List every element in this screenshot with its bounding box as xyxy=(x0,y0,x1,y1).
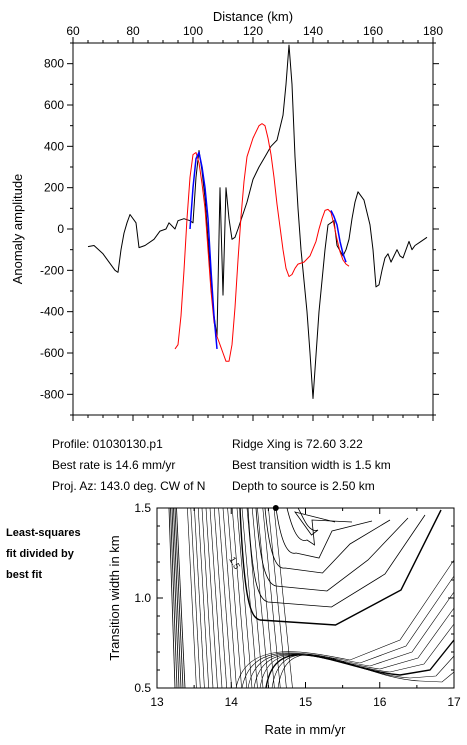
top-x-tick-label: 140 xyxy=(303,24,323,38)
contour-line xyxy=(218,507,232,689)
top-x-tick-label: 120 xyxy=(243,24,263,38)
side-note-line-2: fit divided by xyxy=(6,548,74,560)
series-line-3 xyxy=(330,210,347,263)
bottom-x-tick-label: 15 xyxy=(299,695,313,709)
top-y-axis: -800 -600 -400 -200 0 200 400 600 800 xyxy=(40,42,439,416)
contour-line xyxy=(171,507,180,689)
top-x-tick-label: 100 xyxy=(183,24,203,38)
contour-line xyxy=(227,507,242,689)
contour-line xyxy=(265,639,455,689)
contour-line xyxy=(235,559,455,689)
bottom-y-tick-label: 0.5 xyxy=(134,681,151,695)
top-y-tick-label: -400 xyxy=(40,305,64,319)
contour-line xyxy=(231,507,247,689)
side-note-line-1: Least-squares xyxy=(6,527,81,539)
contour-line xyxy=(176,507,186,689)
best-transition-label: Best transition width is 1.5 km xyxy=(232,458,391,472)
series-line-0 xyxy=(87,44,428,399)
bottom-x-tick-label: 14 xyxy=(225,695,239,709)
top-y-tick-label: 600 xyxy=(44,98,64,112)
bottom-x-tick-label: 16 xyxy=(373,695,387,709)
side-note-line-3: best fit xyxy=(6,569,43,581)
bottom-x-tick-label: 17 xyxy=(447,695,461,709)
contour-line xyxy=(271,654,455,689)
contour-value-label: 1.5 xyxy=(227,555,242,571)
contour-line xyxy=(197,507,209,689)
top-y-tick-label: -200 xyxy=(40,263,64,277)
contour-line xyxy=(286,507,353,546)
contour-line xyxy=(205,507,218,689)
top-plot-frame xyxy=(72,42,434,416)
top-x-tick-label: 180 xyxy=(423,24,443,38)
contour-line xyxy=(241,575,455,689)
contour-line xyxy=(222,507,237,689)
bottom-x-axis-label: Rate in mm/yr xyxy=(265,722,347,737)
projection-azimuth-label: Proj. Az: 143.0 deg. CW of N xyxy=(52,479,206,493)
contour-line xyxy=(170,507,178,689)
side-note: Least-squares fit divided by best fit xyxy=(6,523,81,586)
contour-lines xyxy=(168,507,455,689)
top-y-tick-label: -800 xyxy=(40,387,64,401)
contour-line xyxy=(173,507,182,689)
depth-label: Depth to source is 2.50 km xyxy=(232,479,375,493)
contour-line xyxy=(264,507,391,574)
bottom-plot-frame xyxy=(156,507,455,689)
contour-line xyxy=(168,507,176,689)
top-x-tick-label: 160 xyxy=(363,24,383,38)
misfit-contour-chart: 13 14 15 16 17 0.5 1.0 1.5 1.5 Rate in mm/yr T… xyxy=(107,501,461,737)
contour-line xyxy=(247,507,426,608)
top-y-tick-label: 400 xyxy=(44,139,64,153)
top-y-tick-label: 0 xyxy=(57,222,64,236)
best-rate-label: Best rate is 14.6 mm/yr xyxy=(52,458,176,472)
contour-line xyxy=(251,507,269,689)
top-x-tick-label: 80 xyxy=(126,24,140,38)
top-y-tick-label: 800 xyxy=(44,57,64,71)
anomaly-profile-chart: 60 80 100 120 140 160 180 -800 -600 -400 -200 0 200… xyxy=(10,9,443,421)
contour-line xyxy=(255,507,409,592)
top-y-axis-label: Anomaly amplitude xyxy=(10,174,25,285)
bottom-y-axis-label: Transition width in km xyxy=(107,535,122,660)
contour-line xyxy=(213,507,227,689)
contour-line xyxy=(241,507,258,689)
top-y-tick-label: -600 xyxy=(40,346,64,360)
best-fit-marker xyxy=(272,505,279,511)
contour-line xyxy=(194,507,205,689)
contour-line xyxy=(239,507,442,626)
contour-line xyxy=(262,507,281,689)
top-y-tick-label: 200 xyxy=(44,181,64,195)
contour-line xyxy=(257,507,275,689)
contour-line xyxy=(209,507,223,689)
contour-line xyxy=(294,507,336,536)
series-line-2 xyxy=(189,151,218,349)
bottom-x-axis: 13 14 15 16 17 xyxy=(150,508,461,709)
bottom-y-tick-label: 1.5 xyxy=(134,501,151,515)
contour-line xyxy=(190,507,201,689)
profile-label: Profile: 01030130.p1 xyxy=(52,437,163,451)
contour-line xyxy=(277,654,455,689)
bottom-y-axis: 0.5 1.0 1.5 xyxy=(134,501,454,695)
contour-line xyxy=(174,507,184,689)
contour-line xyxy=(201,507,214,689)
series-line-1 xyxy=(174,123,350,362)
bottom-x-tick-label: 13 xyxy=(150,695,164,709)
ridge-crossing-label: Ridge Xing is 72.60 3.22 xyxy=(232,437,363,451)
bottom-y-tick-label: 1.0 xyxy=(134,591,151,605)
contour-line xyxy=(187,507,197,689)
contour-line xyxy=(236,507,253,689)
top-x-axis-label: Distance (km) xyxy=(213,9,293,24)
top-series-group xyxy=(87,44,428,399)
top-x-tick-label: 60 xyxy=(66,24,80,38)
top-x-axis: 60 80 100 120 140 160 180 xyxy=(66,24,443,421)
contour-line xyxy=(275,507,373,559)
